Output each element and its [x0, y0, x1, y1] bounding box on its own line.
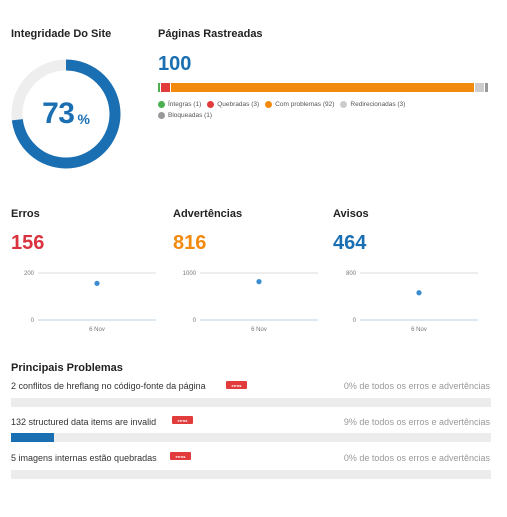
crawled-bar-segment[interactable] — [474, 83, 485, 92]
crawled-pages-legend: Íntegras (1) Quebradas (3) Com problemas (… — [158, 100, 493, 122]
data-point — [416, 290, 422, 296]
donut-progress-arc — [11, 59, 121, 169]
top-issues-title: Principais Problemas — [11, 362, 123, 374]
legend-item[interactable]: Redirecionadas (3) — [340, 100, 405, 109]
errors-title: Erros — [11, 208, 40, 220]
y-tick-label: 0 — [31, 318, 35, 324]
crawled-bar-segment[interactable] — [484, 83, 488, 92]
y-tick-label: 1000 — [183, 271, 197, 277]
legend-label: Bloqueadas (1) — [168, 112, 213, 119]
crawled-pages-total[interactable]: 100 — [158, 53, 192, 75]
crawled-bar-segment[interactable] — [161, 83, 172, 92]
crawled-bar-segment[interactable] — [158, 83, 162, 92]
y-tick-label: 200 — [24, 271, 35, 277]
x-tick-label: 6 Nov — [89, 327, 105, 333]
issue-error-badge: erros — [172, 416, 193, 424]
legend-label: Redirecionadas (3) — [350, 101, 406, 108]
crawled-pages-bar[interactable] — [158, 83, 488, 92]
site-health-donut — [11, 59, 121, 169]
site-health-title: Integridade Do Site — [11, 28, 112, 40]
y-tick-label: 800 — [346, 271, 357, 277]
legend-dot-icon — [158, 112, 165, 119]
issue-link[interactable]: 2 conflitos de hreflang no código-fonte … — [11, 381, 206, 391]
issue-share: 0% de todos os erros e advertências — [343, 381, 490, 391]
issue-progress-bar — [11, 470, 491, 479]
issue-share: 9% de todos os erros e advertências — [343, 417, 490, 427]
errors-value[interactable]: 156 — [11, 232, 45, 254]
site-health-score: 73% — [10, 58, 122, 170]
errors-chart: 200 0 6 Nov — [10, 268, 160, 338]
data-point — [94, 280, 100, 286]
legend-item[interactable]: Quebradas (3) — [207, 100, 259, 109]
data-point — [256, 279, 262, 285]
issue-progress-bar — [11, 433, 491, 442]
legend-item[interactable]: Íntegras (1) — [158, 100, 201, 109]
issue-error-badge: erros — [170, 452, 191, 460]
warnings-chart: 1000 0 6 Nov — [172, 268, 322, 338]
issue-progress-fill — [11, 433, 55, 442]
legend-label: Com problemas (92) — [275, 101, 335, 108]
crawled-pages-title: Páginas Rastreadas — [158, 28, 263, 40]
site-health-unit: % — [77, 111, 90, 127]
legend-dot-icon — [207, 101, 215, 108]
warnings-value[interactable]: 816 — [173, 232, 207, 254]
issue-progress-bar — [11, 398, 491, 407]
y-tick-label: 0 — [353, 318, 357, 324]
issue-share: 0% de todos os erros e advertências — [343, 453, 490, 463]
notices-chart: 800 0 6 Nov — [332, 268, 482, 338]
x-tick-label: 6 Nov — [251, 327, 267, 333]
issue-link[interactable]: 5 imagens internas estão quebradas — [11, 453, 157, 463]
issue-error-badge: erros — [226, 381, 247, 389]
legend-dot-icon — [158, 101, 165, 108]
legend-item[interactable]: Bloqueadas (1) — [158, 111, 212, 120]
notices-title: Avisos — [333, 208, 369, 220]
issue-link[interactable]: 132 structured data items are invalid — [11, 417, 157, 427]
site-health-value: 73 — [42, 97, 75, 130]
notices-value[interactable]: 464 — [333, 232, 367, 254]
warnings-title: Advertências — [173, 208, 243, 220]
x-tick-label: 6 Nov — [411, 327, 427, 333]
legend-dot-icon — [265, 101, 273, 108]
legend-label: Quebradas (3) — [217, 101, 260, 108]
crawled-bar-segment[interactable] — [171, 83, 475, 92]
y-tick-label: 0 — [193, 318, 197, 324]
legend-label: Íntegras (1) — [168, 101, 202, 108]
legend-dot-icon — [340, 101, 348, 108]
legend-item[interactable]: Com problemas (92) — [265, 100, 334, 109]
